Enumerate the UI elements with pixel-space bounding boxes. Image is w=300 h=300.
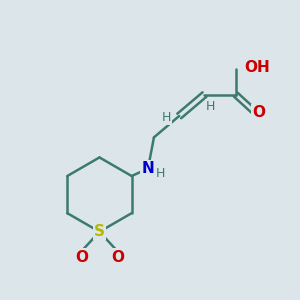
Text: N: N <box>142 161 154 176</box>
Text: O: O <box>111 250 124 265</box>
Text: O: O <box>252 105 266 120</box>
Text: H: H <box>156 167 165 180</box>
Text: S: S <box>94 224 105 239</box>
Text: H: H <box>162 111 171 124</box>
Text: H: H <box>206 100 215 113</box>
Text: OH: OH <box>244 60 270 75</box>
Text: O: O <box>75 250 88 265</box>
